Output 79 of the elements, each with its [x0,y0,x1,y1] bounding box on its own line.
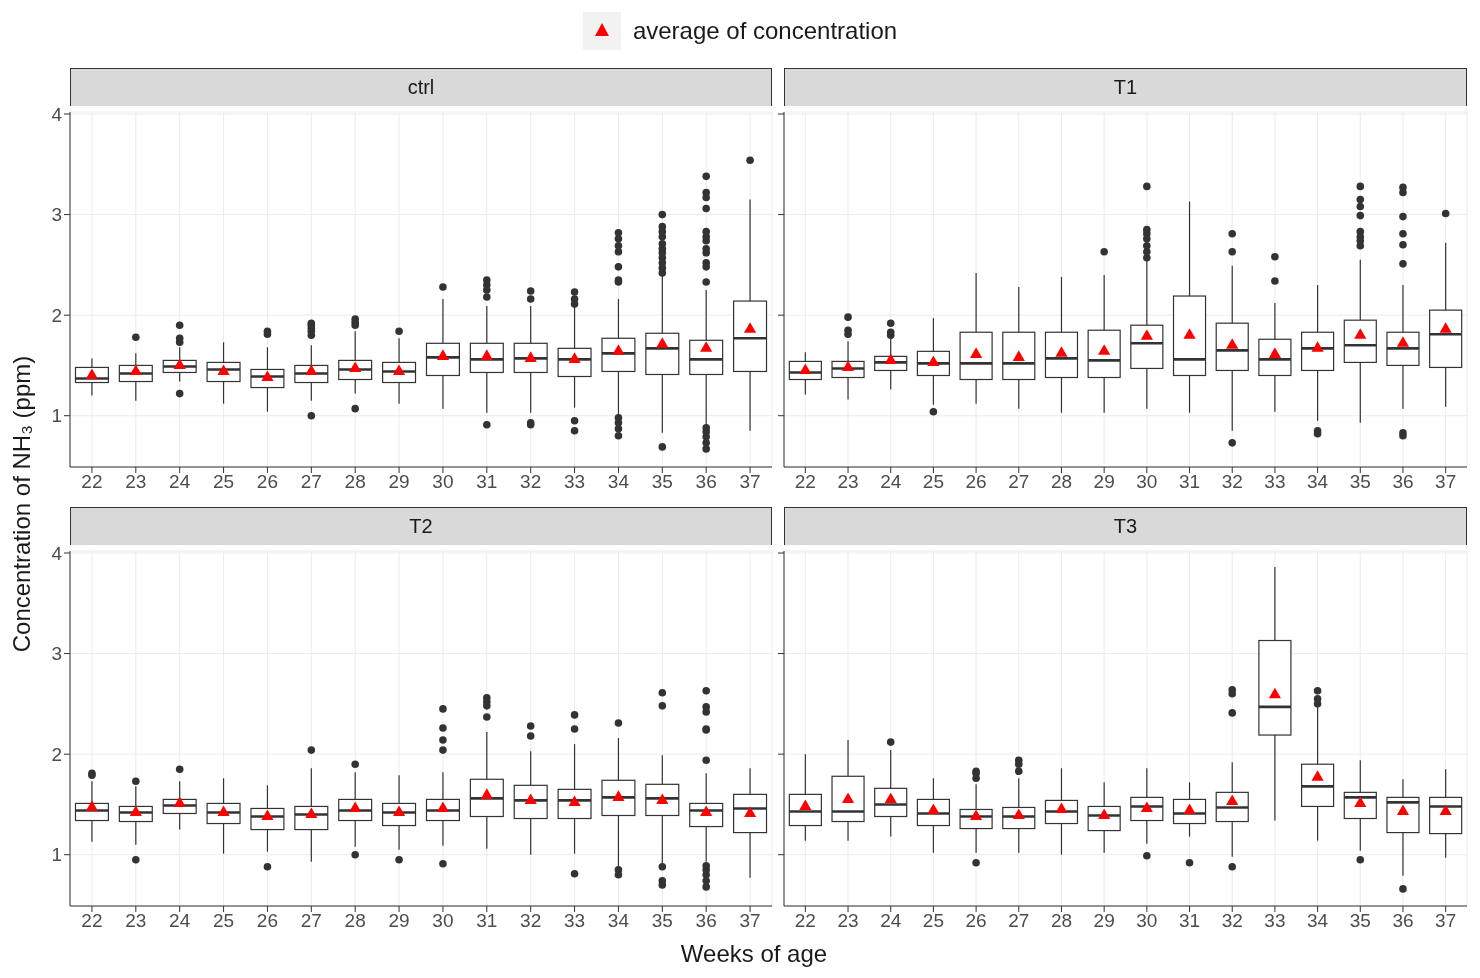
x-tick-label: 35 [1349,471,1371,493]
x-tick-label: 24 [880,471,902,493]
x-tick-label: 23 [125,910,147,932]
y-tick-label: 1 [51,405,62,427]
x-tick-label: 29 [1093,471,1115,493]
x-tick-label: 29 [388,471,410,493]
x-tick-label: 37 [739,910,761,932]
x-tick-label: 27 [1008,471,1030,493]
x-tick-label: 22 [794,910,816,932]
x-tick-label: 35 [651,910,673,932]
x-tick-label: 36 [1392,910,1414,932]
x-tick-label: 33 [563,471,586,493]
x-tick-label: 23 [837,910,859,932]
x-tick-label: 33 [1264,471,1286,493]
x-tick-label: 26 [965,910,987,932]
x-tick-label: 36 [1392,471,1414,493]
x-tick-label: 30 [432,910,454,932]
x-tick-label: 34 [607,471,630,493]
x-tick-label: 34 [1307,910,1329,932]
x-tick-label: 36 [695,910,717,932]
x-tick-label: 34 [1307,471,1329,493]
x-axis-title: Weeks of age [679,940,829,968]
x-tick-label: 22 [81,471,103,493]
x-tick-label: 30 [432,471,454,493]
legend-label: average of concentration [632,17,898,45]
x-tick-label: 22 [81,910,103,932]
x-tick-label: 33 [1264,910,1286,932]
x-tick-label: 26 [256,910,279,932]
chart-title: T1 [1113,76,1138,99]
x-tick-label: 29 [1093,910,1115,932]
y-tick-label: 4 [51,103,63,125]
x-tick-label: 37 [1435,910,1457,932]
x-tick-label: 23 [837,471,859,493]
y-tick-label: 2 [51,743,62,765]
x-tick-label: 22 [794,471,816,493]
x-tick-label: 35 [1349,910,1371,932]
x-tick-label: 27 [300,471,322,493]
y-tick-label: 3 [51,204,62,226]
x-tick-label: 30 [1136,471,1158,493]
x-tick-label: 25 [212,910,235,932]
x-tick-label: 32 [520,471,542,493]
x-tick-label: 31 [476,910,498,932]
x-tick-label: 31 [1178,910,1201,932]
x-tick-label: 34 [607,910,630,932]
x-tick-label: 23 [125,471,147,493]
x-tick-label: 25 [922,910,944,932]
y-tick-label: 4 [51,542,63,564]
y-axis-title: Concentration of NH₃ (ppm) [8,355,36,653]
y-tick-label: 2 [51,304,62,326]
x-tick-label: 37 [739,471,761,493]
x-tick-label: 27 [1008,910,1030,932]
x-tick-label: 35 [651,471,673,493]
x-tick-label: 30 [1136,910,1158,932]
x-tick-label: 31 [476,471,498,493]
x-tick-label: 24 [880,910,902,932]
y-tick-label: 3 [51,643,62,665]
x-tick-label: 24 [169,471,191,493]
x-tick-label: 28 [1050,910,1073,932]
x-tick-label: 28 [344,910,366,932]
x-tick-label: 37 [1435,471,1457,493]
x-tick-label: 28 [344,471,366,493]
x-tick-label: 26 [256,471,279,493]
x-tick-label: 26 [965,471,987,493]
y-tick-label: 1 [51,844,62,866]
x-tick-label: 25 [212,471,235,493]
x-tick-label: 32 [1221,471,1243,493]
x-tick-label: 29 [388,910,410,932]
chart-title: T2 [409,515,433,538]
chart-title: T3 [1113,515,1138,538]
x-tick-label: 33 [563,910,586,932]
x-tick-label: 28 [1050,471,1073,493]
x-tick-label: 27 [300,910,322,932]
x-tick-label: 24 [169,910,191,932]
x-tick-label: 32 [1221,910,1243,932]
x-tick-label: 31 [1178,471,1201,493]
x-tick-label: 36 [695,471,717,493]
chart-title: ctrl [407,76,435,99]
x-tick-label: 25 [922,471,944,493]
x-tick-label: 32 [520,910,542,932]
